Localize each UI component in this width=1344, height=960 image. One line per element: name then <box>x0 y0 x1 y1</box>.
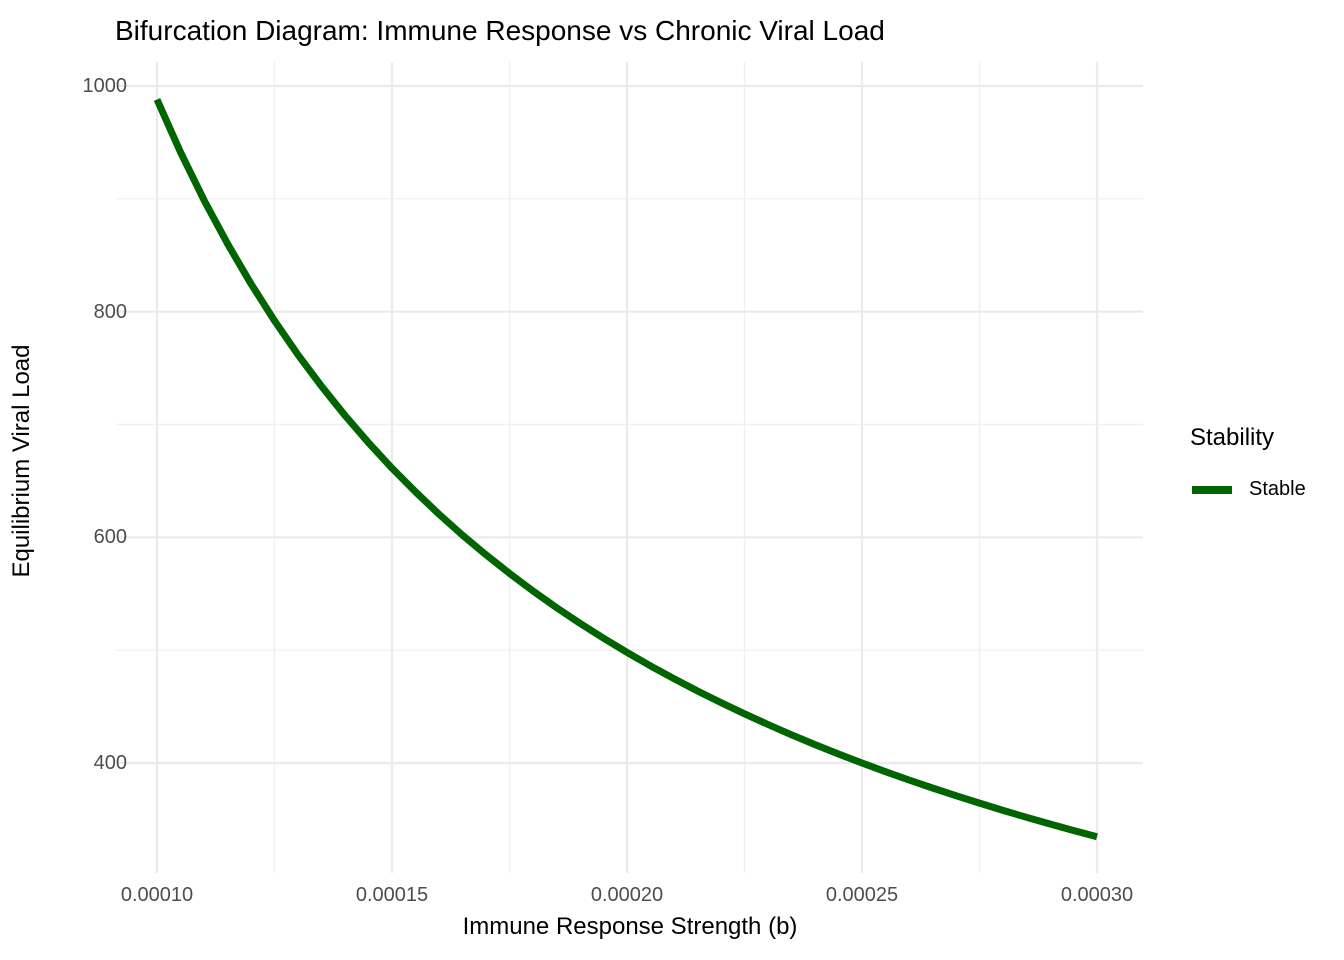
x-tick-label: 0.00030 <box>1060 884 1134 906</box>
x-tick-label: 0.00020 <box>590 884 664 906</box>
y-tick-label: 1000 <box>82 75 128 97</box>
x-axis-title: Immune Response Strength (b) <box>462 913 798 940</box>
legend: Stability Stable <box>1190 424 1306 501</box>
y-tick-label: 400 <box>93 751 127 774</box>
y-tick-label: 800 <box>93 300 127 323</box>
y-axis-title: Equilibrium Viral Load <box>8 344 35 578</box>
y-tick-label: 600 <box>93 526 127 549</box>
legend-entry-stable: Stable <box>1190 478 1306 501</box>
x-tick-label: 0.00015 <box>355 884 429 906</box>
series-line-stable <box>153 98 1098 841</box>
chart-title: Bifurcation Diagram: Immune Response vs … <box>115 15 885 46</box>
x-tick-label: 0.00025 <box>825 884 899 906</box>
legend-key-line-icon <box>1192 485 1232 494</box>
x-tick-label: 0.00010 <box>120 884 194 906</box>
legend-entry-label: Stable <box>1249 478 1306 500</box>
legend-title: Stability <box>1190 424 1275 451</box>
